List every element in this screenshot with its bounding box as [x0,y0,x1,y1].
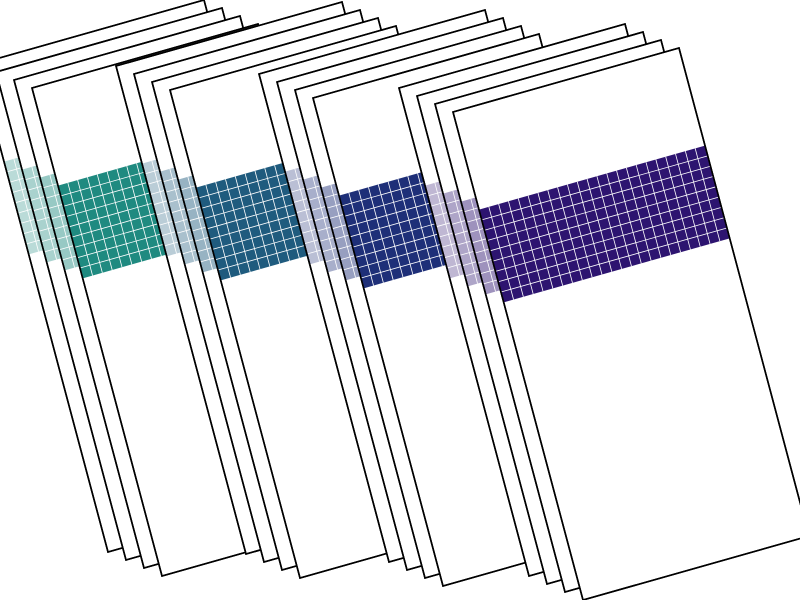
band-grid-line [676,154,701,247]
band-grid-line [538,193,563,286]
panel [453,48,800,600]
band-grid-line [206,185,231,278]
band-grid-line [170,169,195,262]
band-grid-line [453,191,478,284]
band-grid-line [471,199,496,292]
band-grid-line [216,182,241,275]
band-grid-line [528,196,553,289]
band-grid-line [498,218,724,282]
band-grid-line [482,156,708,220]
band-grid-line [68,183,93,276]
band-grid-line [548,190,573,283]
band-grid-line [567,185,592,278]
band-grid-line [107,172,132,265]
band-grid-line [685,151,710,244]
band-grid-line [493,197,719,261]
band-grid-line [265,168,290,261]
band-grid-line [577,182,602,275]
band-grid-line [495,207,721,271]
band-grid-line [388,182,413,275]
band-grid-line [518,198,543,291]
band-grid-line [32,167,57,260]
band-grid-line [117,169,142,262]
band-grid-line [225,179,250,272]
band-grid-line [499,204,524,297]
band-grid-line [501,228,727,292]
band-grid-line [275,165,300,258]
band-grid-line [137,163,162,256]
band-grid-line [617,171,642,264]
band-grid-line [656,160,681,253]
band-grid-line [398,179,423,272]
band-grid-line [245,174,270,267]
band-grid-line [368,187,393,280]
band-grid-line [349,193,374,286]
band-grid-line [418,173,443,266]
band-fill [478,145,730,303]
band-grid-line [646,162,671,255]
band-grid-line [597,176,622,269]
band-grid-line [508,201,533,294]
band-grid-line [87,177,112,270]
band-grid-line [235,176,260,269]
band-grid-line [587,179,612,272]
band-grid-line [255,171,280,264]
band-grid-line [408,176,433,269]
band-grid-line [666,157,691,250]
band-grid-line [14,159,39,252]
band-grid-line [487,177,713,241]
band-grid-line [188,177,213,270]
band-grid-line [97,174,122,267]
band-grid-line [607,173,632,266]
panel-outline [453,48,800,600]
band-grid-line [331,185,356,278]
band-grid-line [152,161,177,254]
band-grid-line [50,175,75,268]
band-grid-line [435,183,460,276]
band-grid-line [490,187,716,251]
band-grid-line [484,166,710,230]
band-grid-line [695,148,720,241]
band-grid-line [295,169,320,262]
band-grid-line [636,165,661,258]
band-grid-line [626,168,651,261]
band-grid-line [558,187,583,280]
band-grid-line [78,180,103,273]
band-grid-line [359,190,384,283]
grid-band [478,145,730,303]
band-grid-line [378,184,403,277]
band-grid-line [127,166,152,259]
band-grid-line [313,177,338,270]
band-grid-line [489,207,514,300]
